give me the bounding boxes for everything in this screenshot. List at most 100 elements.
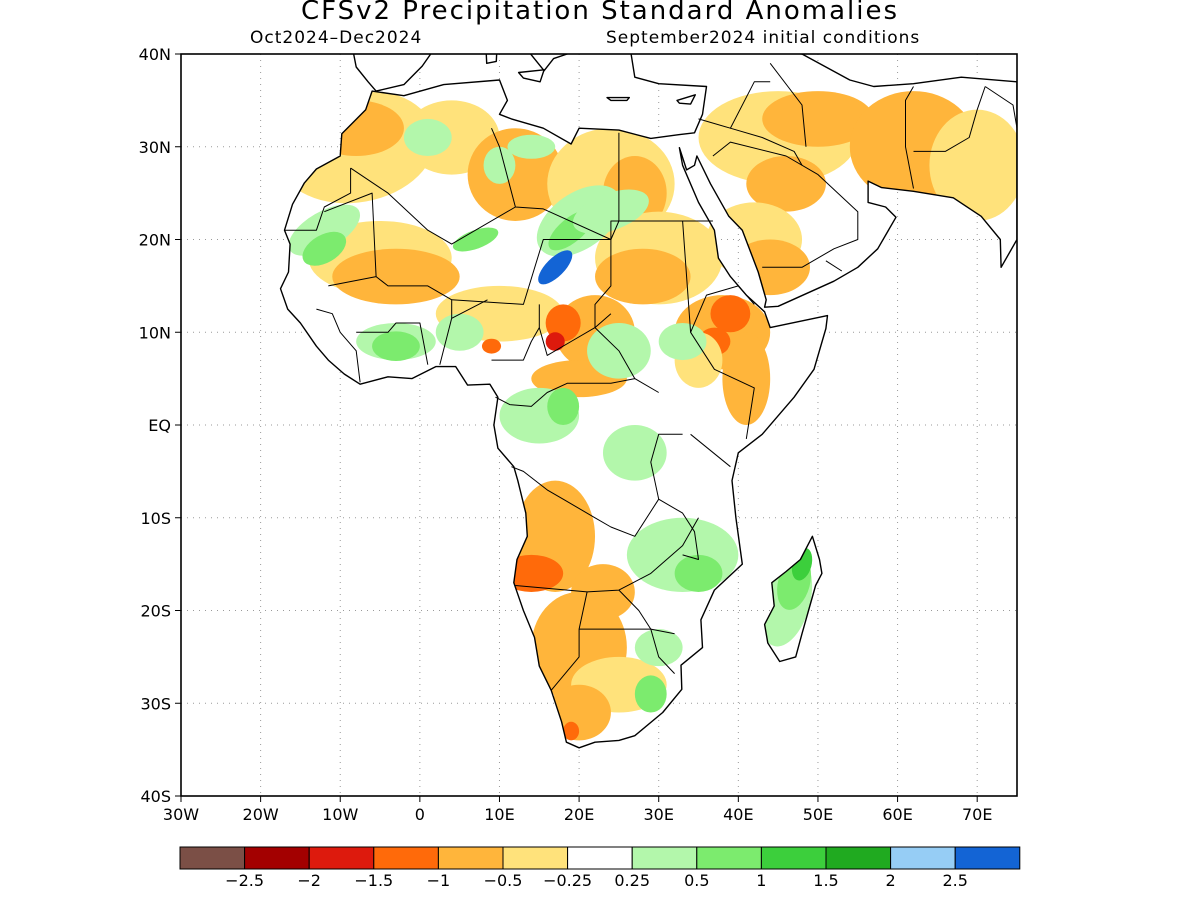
lat-label: 20S [140, 602, 171, 621]
legend-label: −0.5 [484, 871, 523, 890]
legend-swatch [825, 846, 892, 870]
anomaly-patch [435, 313, 484, 351]
border-line [658, 498, 699, 560]
border-line [550, 591, 588, 691]
anomaly-patch [929, 109, 1017, 221]
anomaly-patch [507, 134, 556, 159]
anomaly-patch [332, 248, 460, 305]
coastline [606, 96, 630, 102]
anomaly-patch [483, 146, 516, 184]
border-line [594, 132, 636, 379]
legend-label: −1 [427, 871, 451, 890]
coastline [517, 69, 545, 83]
border-line [356, 322, 429, 365]
border-line [682, 220, 755, 439]
lon-label: 40E [723, 805, 753, 824]
border-line [730, 127, 803, 166]
anomaly-patch [547, 387, 580, 426]
anomaly-patch [602, 425, 667, 481]
lat-label: 20N [139, 231, 171, 250]
legend-label: −0.25 [543, 871, 592, 890]
legend-swatch [308, 846, 375, 870]
legend-label: 2 [886, 871, 896, 890]
coastline [763, 535, 823, 663]
legend-swatch [567, 846, 633, 870]
anomaly-patch [658, 322, 707, 361]
legend-swatch [502, 846, 569, 870]
anomaly-patch [710, 295, 751, 333]
border-line [350, 167, 516, 245]
border-line [316, 308, 361, 383]
anomaly-patch [288, 204, 361, 256]
border-line [511, 433, 683, 537]
border-line [375, 276, 453, 319]
border-line [690, 433, 731, 468]
border-line [284, 168, 352, 231]
anomaly-patch [545, 304, 581, 342]
lat-label: 40N [139, 45, 171, 64]
coastline [676, 94, 696, 105]
map-title: CFSv2 Precipitation Standard Anomalies [300, 0, 900, 26]
lon-label: 10W [322, 805, 358, 824]
anomaly-patch [674, 554, 723, 592]
border-line [495, 378, 659, 407]
border-line [825, 260, 843, 272]
longitude-labels: 30W 20W 10W 0 10E 20E 30E 40E 50E 60E 70E [163, 796, 992, 824]
legend-swatch [244, 846, 310, 870]
border-line [324, 192, 377, 287]
border-line [515, 517, 699, 593]
color-legend: −2.5 −2 −1.5 −1 −0.5 −0.25 0.25 0.5 1 1.5 2 2.5 [179, 846, 1021, 890]
border-line [913, 86, 986, 152]
anomaly-patch [746, 156, 826, 212]
anomaly-patch [563, 721, 580, 741]
country-borders [284, 62, 1017, 691]
legend-swatch [890, 846, 956, 870]
legend-swatch [179, 846, 246, 870]
lon-label: 30W [163, 805, 199, 824]
anomaly-patch [452, 227, 499, 252]
lon-label: 0 [415, 805, 425, 824]
anomaly-patch [897, 211, 930, 249]
lat-label: 30N [139, 138, 171, 157]
anomaly-patch [634, 629, 683, 667]
legend-swatch [437, 846, 504, 870]
legend-label: −2 [297, 871, 321, 890]
lat-label: 10S [140, 509, 171, 528]
legend-swatch [760, 846, 827, 870]
legend-label: 2.5 [942, 871, 967, 890]
initial-conditions: September2024 initial conditions [606, 28, 921, 48]
legend-label: 1 [756, 871, 766, 890]
legend-label: −1.5 [354, 871, 393, 890]
border-line [690, 285, 755, 333]
latitude-labels: 40N 30N 20N 10N EQ 10S 20S 30S 40S [139, 45, 181, 806]
legend-label: 0.25 [614, 871, 650, 890]
anomaly-patch [762, 91, 874, 147]
forecast-period: Oct2024–Dec2024 [250, 28, 423, 48]
lon-label: 20E [564, 805, 594, 824]
lat-label: EQ [148, 416, 171, 435]
anomaly-patch [547, 684, 611, 741]
lon-label: 20W [243, 805, 279, 824]
legend-swatch [696, 846, 762, 870]
border-line [538, 313, 612, 356]
lon-label: 30E [643, 805, 673, 824]
anomaly-patch [372, 331, 420, 362]
anomaly-patch [545, 332, 565, 351]
anomaly-patch [308, 100, 404, 157]
anomaly-patch [403, 118, 452, 157]
legend-label: 0.5 [684, 871, 709, 890]
border-line [451, 239, 611, 305]
anomaly-patch [595, 248, 691, 305]
anomaly-patch [538, 250, 573, 285]
border-line [698, 81, 771, 129]
lon-label: 60E [882, 805, 912, 824]
legend-label: −2.5 [225, 871, 264, 890]
border-line [984, 86, 1017, 129]
border-line [618, 589, 675, 674]
border-line [905, 86, 914, 189]
lat-label: 40S [140, 787, 171, 806]
coastline [485, 54, 498, 64]
border-line [439, 299, 488, 365]
anomaly-patch [722, 332, 771, 425]
